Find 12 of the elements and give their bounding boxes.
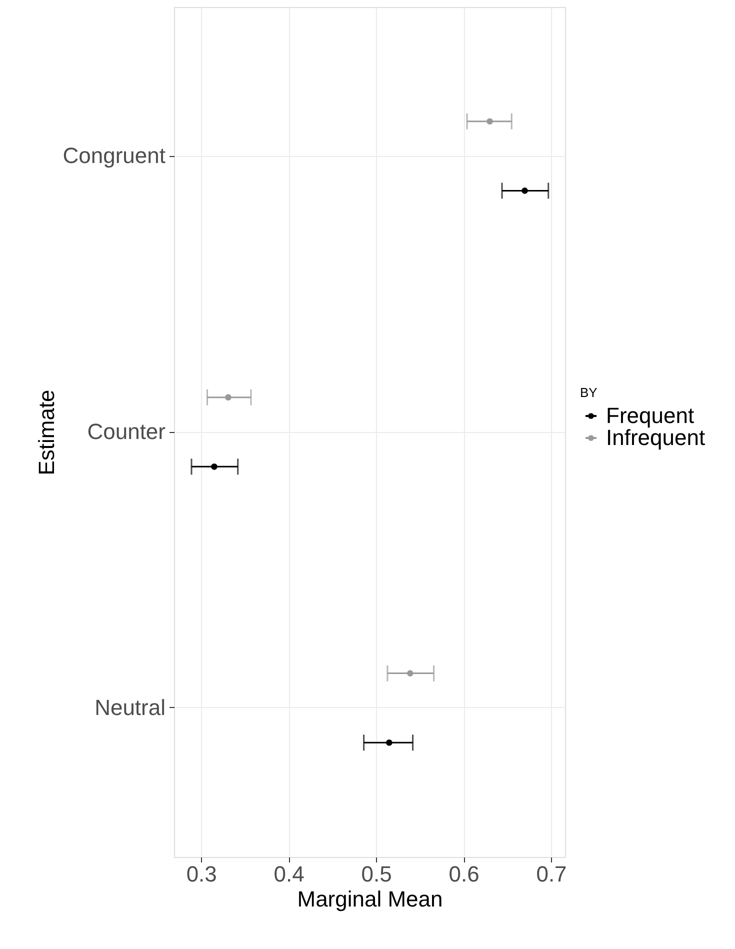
y-tick-label: Congruent — [62, 143, 166, 168]
x-tick-label: 0.6 — [448, 862, 480, 886]
y-tick-label: Neutral — [94, 694, 166, 720]
x-tick-label: 0.7 — [536, 862, 567, 886]
y-axis-title: Estimate — [34, 390, 59, 476]
x-tick-label: 0.4 — [274, 862, 304, 886]
x-axis-title: Marginal Mean — [297, 886, 443, 912]
x-tick-label: 0.5 — [361, 862, 392, 886]
legend-label: Frequent — [606, 403, 694, 428]
y-tick-label: Counter — [87, 419, 166, 444]
x-tick-label: 0.3 — [186, 862, 217, 886]
legend-title: BY — [580, 385, 598, 400]
